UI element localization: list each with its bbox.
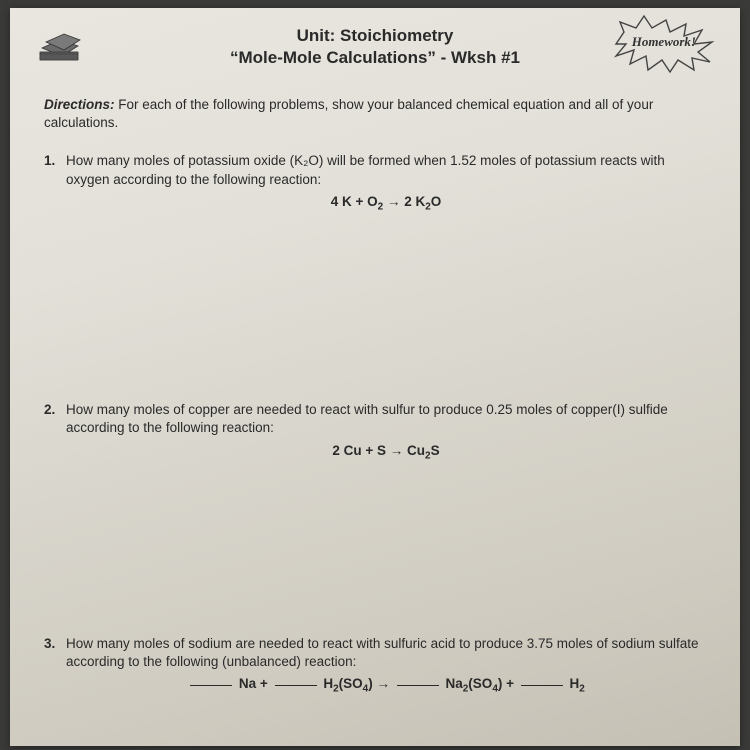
- books-icon: [36, 20, 100, 68]
- coefficient-blank: [190, 674, 232, 686]
- problem-2: 2. How many moles of copper are needed t…: [44, 401, 706, 463]
- directions-block: Directions: For each of the following pr…: [44, 96, 706, 132]
- directions-text: For each of the following problems, show…: [44, 97, 653, 130]
- worksheet-paper: Homework! Unit: Stoichiometry “Mole-Mole…: [10, 8, 740, 746]
- equation-1: 4 K + O2 → 2 K2O: [66, 193, 706, 214]
- problem-number: 1.: [44, 152, 66, 214]
- coefficient-blank: [397, 674, 439, 686]
- homework-label: Homework!: [632, 34, 696, 50]
- workspace-gap-2: [44, 475, 706, 635]
- problem-number: 3.: [44, 635, 66, 697]
- equation-2: 2 Cu + S → Cu2S: [66, 442, 706, 463]
- workspace-gap-1: [44, 226, 706, 401]
- problem-3: 3. How many moles of sodium are needed t…: [44, 635, 706, 697]
- equation-3: Na + H2(SO4) → Na2(SO4) + H2: [66, 675, 706, 696]
- problem-number: 2.: [44, 401, 66, 463]
- problem-text: How many moles of potassium oxide (K₂O) …: [66, 152, 706, 214]
- worksheet-header: Homework! Unit: Stoichiometry “Mole-Mole…: [44, 26, 706, 68]
- problem-text: How many moles of sodium are needed to r…: [66, 635, 706, 697]
- directions-label: Directions:: [44, 97, 115, 112]
- coefficient-blank: [521, 674, 563, 686]
- problem-text: How many moles of copper are needed to r…: [66, 401, 706, 463]
- problem-1: 1. How many moles of potassium oxide (K₂…: [44, 152, 706, 214]
- coefficient-blank: [275, 674, 317, 686]
